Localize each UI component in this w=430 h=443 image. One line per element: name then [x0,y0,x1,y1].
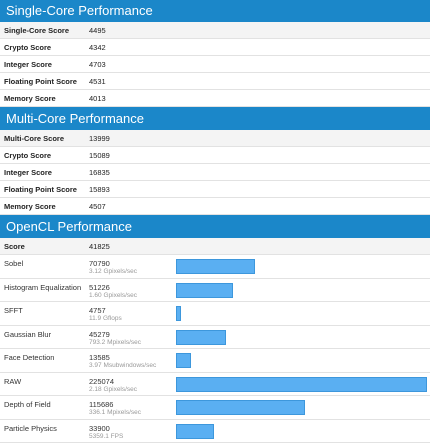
benchmark-detail: 11.9 Gflops [89,315,122,322]
benchmark-label: Histogram Equalization [4,282,82,292]
score-row: Crypto Score 15089 [0,147,430,164]
score-bar [176,259,255,274]
score-bar [176,400,305,415]
section-header: Single-Core Performance [0,0,430,22]
benchmark-label: Sobel [4,259,24,268]
benchmark-detail: 5359.1 FPS [89,432,124,440]
score-value: 4013 [89,94,106,103]
score-value: 15893 [89,185,110,194]
score-label: Multi-Core Score [4,134,65,143]
benchmark-score: 115686 [89,400,114,409]
benchmark-label: RAW [4,376,22,386]
score-bar [176,423,214,439]
score-label: Floating Point Score [4,77,77,86]
benchmark-score: 33900 [89,423,110,433]
benchmark-label: SFFT [4,306,23,315]
benchmark-row: Gaussian Blur 45279 793.2 Mpixels/sec [0,326,430,349]
score-row: Floating Point Score 4531 [0,73,430,90]
score-row: Floating Point Score 15893 [0,181,430,198]
score-value: 16835 [89,168,110,177]
benchmark-detail: 336.1 Mpixels/sec [89,409,142,416]
benchmark-row: Particle Physics 33900 5359.1 FPS [0,420,430,443]
score-row: Score 41825 [0,238,430,255]
score-row: Integer Score 16835 [0,164,430,181]
score-label: Memory Score [4,94,56,103]
score-bar [176,329,227,345]
score-row: Crypto Score 4342 [0,39,430,56]
score-label: Score [4,242,25,251]
benchmark-label: Depth of Field [4,400,51,409]
score-value: 4495 [89,26,106,35]
benchmark-score: 4757 [89,306,106,315]
score-value: 13999 [89,134,110,143]
benchmark-score: 225074 [89,376,115,386]
score-label: Crypto Score [4,43,52,52]
score-row: Multi-Core Score 13999 [0,130,430,147]
score-row: Single-Core Score 4495 [0,22,430,39]
benchmark-row: Sobel 70790 3.12 Gpixels/sec [0,255,430,279]
section-header: Multi-Core Performance [0,107,430,130]
score-label: Single-Core Score [4,26,70,35]
score-value: 4342 [89,43,106,52]
score-value: 4531 [89,77,106,86]
score-label: Crypto Score [4,151,52,160]
score-row: Memory Score 4507 [0,198,430,215]
score-bar [176,353,192,368]
benchmark-row: SFFT 4757 11.9 Gflops [0,302,430,326]
score-bar [176,306,182,321]
score-label: Memory Score [4,202,56,211]
score-value: 15089 [89,151,110,160]
benchmark-detail: 3.97 Msubwindows/sec [89,362,157,369]
benchmark-detail: 793.2 Mpixels/sec [89,338,142,346]
benchmark-label: Face Detection [4,353,55,362]
benchmark-label: Gaussian Blur [4,329,52,339]
score-label: Integer Score [4,60,52,69]
score-row: Integer Score 4703 [0,56,430,73]
benchmark-row: Face Detection 13585 3.97 Msubwindows/sec [0,349,430,373]
benchmark-detail: 3.12 Gpixels/sec [89,268,138,275]
score-value: 4703 [89,60,106,69]
score-bar [176,282,234,298]
score-value: 4507 [89,202,106,211]
benchmark-score: 13585 [89,353,110,362]
score-row: Memory Score 4013 [0,90,430,107]
benchmark-label: Particle Physics [4,423,57,433]
benchmark-score: 70790 [89,259,110,268]
section-header: OpenCL Performance [0,215,430,238]
benchmark-detail: 2.18 Gpixels/sec [89,385,138,393]
score-label: Floating Point Score [4,185,77,194]
benchmark-score: 45279 [89,329,110,339]
score-label: Integer Score [4,168,52,177]
score-value: 41825 [89,242,110,251]
benchmark-score: 51226 [89,282,110,292]
benchmark-row: Histogram Equalization 51226 1.60 Gpixels/… [0,279,430,302]
benchmark-row: RAW 225074 2.18 Gpixels/sec [0,373,430,396]
benchmark-detail: 1.60 Gpixels/sec [89,291,138,299]
benchmark-row: Depth of Field 115686 336.1 Mpixels/sec [0,396,430,420]
score-bar [176,376,427,392]
